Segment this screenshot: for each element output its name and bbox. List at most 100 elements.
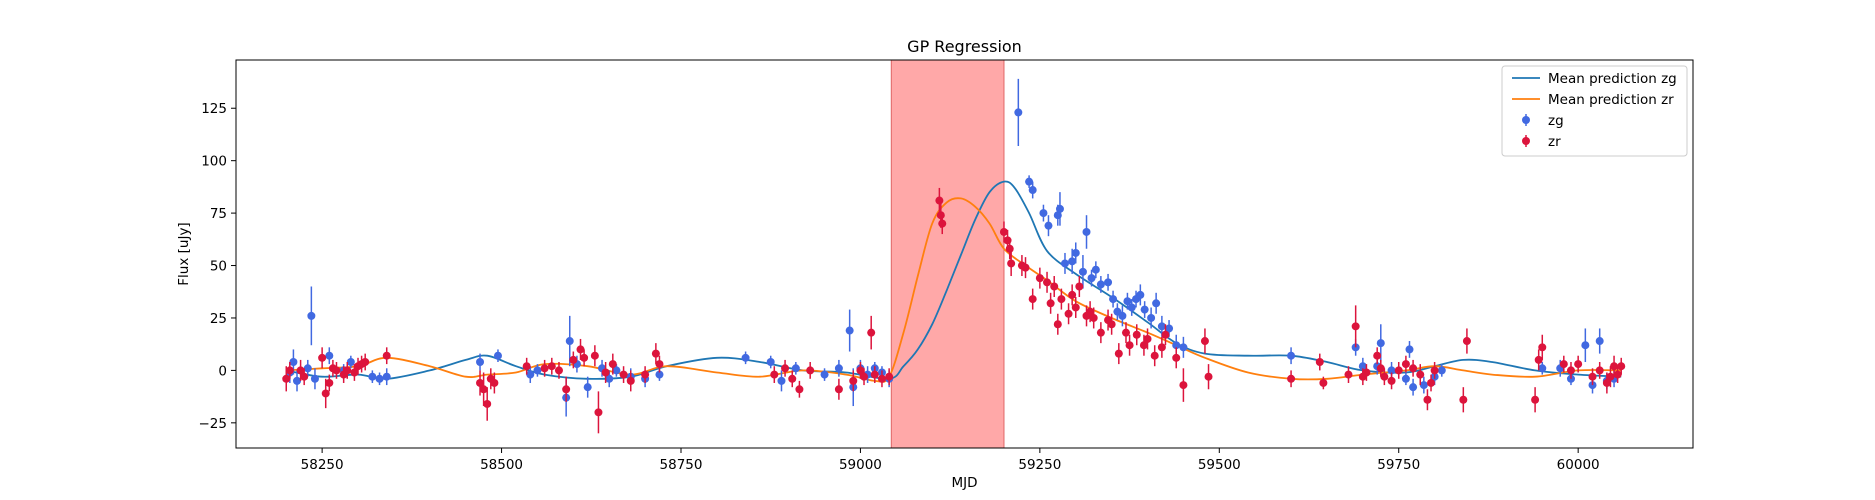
x-tick-label: 59250 [1018, 457, 1061, 473]
data-point-zg [493, 351, 502, 360]
data-point-zr [1462, 337, 1471, 346]
data-point-zr [1143, 334, 1152, 343]
data-point-zr [1610, 362, 1619, 371]
data-point-zr [1150, 351, 1159, 360]
data-point-zg [289, 358, 298, 367]
data-point-zr [1043, 278, 1052, 287]
data-point-zr [479, 385, 488, 394]
data-point-zg [1437, 366, 1446, 375]
data-point-zg [1287, 351, 1296, 360]
data-point-zr [856, 366, 865, 375]
data-point-zr [1172, 353, 1181, 362]
data-point-zr [343, 366, 352, 375]
data-point-zg [1091, 265, 1100, 274]
legend-swatch [1522, 137, 1530, 145]
data-point-zr [1089, 313, 1098, 322]
data-point-zg [1538, 364, 1547, 373]
data-point-zg [1165, 324, 1174, 333]
legend-swatch [1522, 116, 1530, 124]
data-point-zr [547, 362, 556, 371]
legend: Mean prediction zg Mean prediction zr zg zr [1501, 65, 1688, 157]
data-point-zr [1394, 366, 1403, 375]
data-point-zr [296, 366, 305, 375]
data-point-zr [795, 385, 804, 394]
y-tick-label: 75 [210, 206, 227, 222]
data-point-zr [1139, 341, 1148, 350]
data-point-zg [1071, 248, 1080, 257]
data-point-zg [1152, 299, 1161, 308]
data-point-zr [1387, 376, 1396, 385]
data-point-zr [522, 362, 531, 371]
data-point-zr [325, 378, 334, 387]
data-point-zr [1362, 368, 1371, 377]
data-point-zg [310, 374, 319, 383]
data-point-zg [1060, 259, 1069, 268]
data-point-zr [562, 385, 571, 394]
data-point-zg [1172, 341, 1181, 350]
data-point-zg [1082, 227, 1091, 236]
data-point-zr [321, 389, 330, 398]
data-point-zr [999, 227, 1008, 236]
data-point-zr [1050, 282, 1059, 291]
data-point-zg [583, 383, 592, 392]
data-point-zg [1581, 341, 1590, 350]
data-point-zg [1157, 322, 1166, 331]
data-point-zr [282, 374, 291, 383]
data-point-zr [1376, 364, 1385, 373]
series-points-zr [282, 187, 1626, 434]
data-point-zr [1125, 341, 1134, 350]
data-point-zr [806, 366, 815, 375]
data-point-zg [1405, 345, 1414, 354]
chart-title: GP Regression [907, 37, 1022, 56]
x-tick-label: 58250 [301, 457, 344, 473]
data-point-zg [1179, 343, 1188, 352]
data-point-zr [601, 368, 610, 377]
data-point-zr [619, 370, 628, 379]
data-point-zr [1200, 337, 1209, 346]
data-point-zr [1409, 364, 1418, 373]
data-point-zg [1123, 297, 1132, 306]
data-point-zr [885, 372, 894, 381]
shaded-region [890, 60, 1005, 448]
plot-frame [235, 59, 1694, 449]
y-axis-title: Flux [uJy] [176, 222, 192, 285]
data-point-zg [777, 376, 786, 385]
y-tick-label: 100 [201, 154, 227, 170]
legend-label: Mean prediction zr [1548, 92, 1674, 108]
data-point-zr [867, 328, 876, 337]
data-point-zr [300, 372, 309, 381]
data-point-zr [1344, 370, 1353, 379]
data-point-zr [877, 374, 886, 383]
data-point-zr [1588, 372, 1597, 381]
data-point-zr [781, 364, 790, 373]
data-point-zg [1014, 108, 1023, 117]
data-point-zr [1430, 366, 1439, 375]
data-point-zr [1204, 372, 1213, 381]
data-point-zr [1071, 303, 1080, 312]
legend-label: Mean prediction zg [1548, 71, 1677, 87]
data-point-zg [382, 372, 391, 381]
data-point-zr [1107, 320, 1116, 329]
data-point-zg [1409, 383, 1418, 392]
data-point-zr [285, 366, 294, 375]
data-point-zr [1538, 343, 1547, 352]
data-point-zr [1035, 274, 1044, 283]
data-point-zg [1055, 204, 1064, 213]
data-point-zr [1315, 358, 1324, 367]
data-point-zg [1147, 313, 1156, 322]
data-point-zr [1005, 244, 1014, 253]
data-point-zr [1373, 351, 1382, 360]
data-point-zg [1358, 362, 1367, 371]
data-point-zr [1566, 366, 1575, 375]
data-point-zg [845, 326, 854, 335]
data-point-zr [350, 368, 359, 377]
data-point-zg [1109, 295, 1118, 304]
data-point-zr [1046, 299, 1055, 308]
data-point-zr [554, 366, 563, 375]
data-point-zr [788, 374, 797, 383]
plot-area: 58250 58500 58750 59000 59250 59500 59750 60000… [199, 59, 1694, 473]
plot-content [282, 60, 1626, 448]
x-axis-title: MJD [951, 475, 977, 491]
data-point-zr [860, 372, 869, 381]
data-point-zg [293, 376, 302, 385]
